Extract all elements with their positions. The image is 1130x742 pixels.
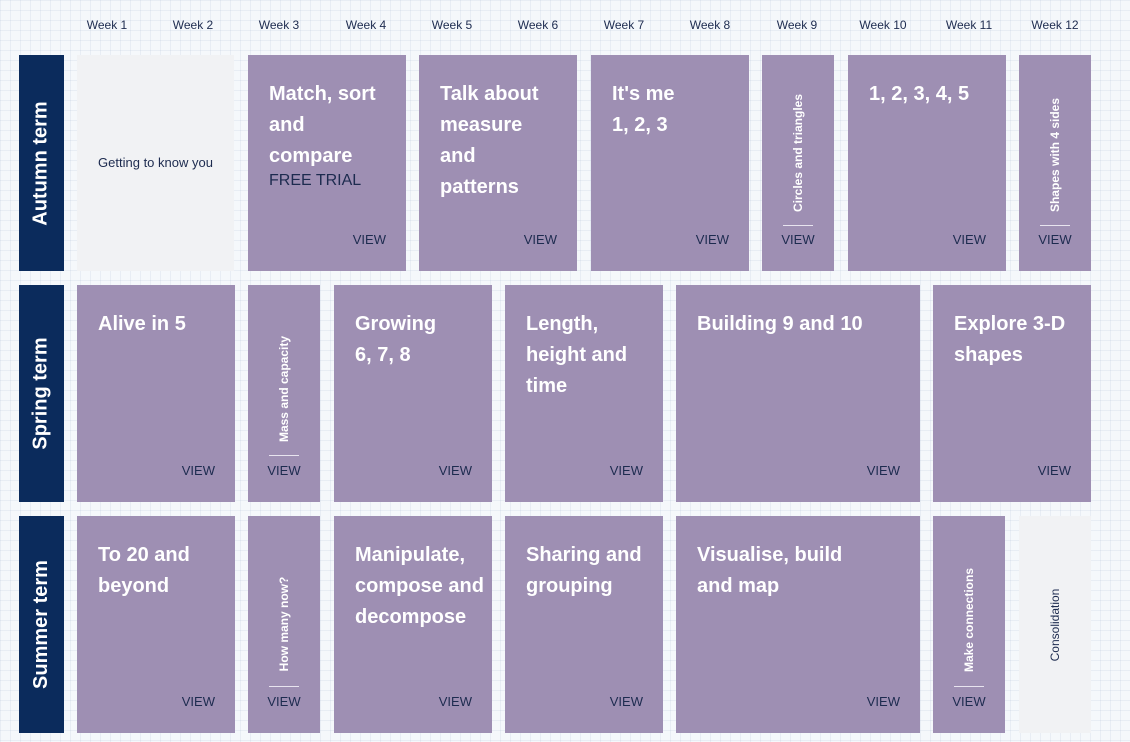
view-link[interactable]: VIEW — [1038, 232, 1072, 247]
view-link[interactable]: VIEW — [781, 232, 815, 247]
view-link[interactable]: VIEW — [609, 463, 643, 478]
week-7-label: Week 7 — [603, 18, 645, 32]
week-3-label: Week 3 — [258, 18, 300, 32]
card-title: Getting to know you — [98, 155, 213, 170]
card-title: Consolidation — [1048, 588, 1062, 661]
card-title: Circles and triangles — [791, 93, 805, 213]
view-link[interactable]: VIEW — [523, 232, 557, 247]
week-10-label: Week 10 — [859, 18, 907, 32]
card-title: Match, sort and compare — [269, 83, 376, 167]
card-title: Building 9 and 10 — [697, 313, 863, 335]
card-explore-3d-shapes[interactable]: Explore 3-D shapes VIEW — [933, 285, 1091, 502]
card-title: Explore 3-D shapes — [954, 313, 1066, 366]
card-title: Mass and capacity — [277, 335, 291, 443]
week-2-label: Week 2 — [172, 18, 214, 32]
divider — [954, 686, 984, 687]
card-its-me[interactable]: It's me 1, 2, 3 VIEW — [591, 55, 749, 271]
card-circles-triangles[interactable]: Circles and triangles VIEW — [762, 55, 834, 271]
week-4-label: Week 4 — [345, 18, 387, 32]
view-link[interactable]: VIEW — [695, 232, 729, 247]
card-length-height-time[interactable]: Length, height and time VIEW — [505, 285, 663, 502]
free-trial-label: FREE TRIAL — [269, 172, 362, 189]
view-link[interactable]: VIEW — [352, 232, 386, 247]
card-title: Growing 6, 7, 8 — [355, 313, 437, 366]
view-link[interactable]: VIEW — [267, 694, 301, 709]
card-talk-about-measure[interactable]: Talk about measure and patterns VIEW — [419, 55, 577, 271]
card-building-9-10[interactable]: Building 9 and 10 VIEW — [676, 285, 920, 502]
card-shapes-4-sides[interactable]: Shapes with 4 sides VIEW — [1019, 55, 1091, 271]
week-9-label: Week 9 — [776, 18, 818, 32]
card-how-many-now[interactable]: How many now? VIEW — [248, 516, 320, 733]
view-link[interactable]: VIEW — [866, 694, 900, 709]
view-link[interactable]: VIEW — [609, 694, 643, 709]
card-title: 1, 2, 3, 4, 5 — [869, 83, 970, 105]
card-mass-capacity[interactable]: Mass and capacity VIEW — [248, 285, 320, 502]
divider — [1040, 225, 1070, 226]
summer-term-text: Summer term — [30, 560, 52, 689]
card-title: Alive in 5 — [98, 313, 186, 335]
card-match-sort-compare[interactable]: Match, sort and compare FREE TRIAL VIEW — [248, 55, 406, 271]
card-title: Length, height and time — [526, 313, 628, 397]
card-visualise-build-map[interactable]: Visualise, build and map VIEW — [676, 516, 920, 733]
view-link[interactable]: VIEW — [438, 694, 472, 709]
view-link[interactable]: VIEW — [438, 463, 472, 478]
card-title: To 20 and beyond — [98, 544, 190, 597]
card-alive-in-5[interactable]: Alive in 5 VIEW — [77, 285, 235, 502]
card-title: Sharing and grouping — [526, 544, 642, 597]
spring-term-text: Spring term — [30, 337, 52, 450]
spring-term-label: Spring term — [19, 285, 64, 502]
card-title: Visualise, build and map — [697, 544, 843, 597]
card-to-20-and-beyond[interactable]: To 20 and beyond VIEW — [77, 516, 235, 733]
divider — [269, 686, 299, 687]
card-manipulate-compose[interactable]: Manipulate, compose and decompose VIEW — [334, 516, 492, 733]
week-1-label: Week 1 — [86, 18, 128, 32]
week-12-label: Week 12 — [1031, 18, 1079, 32]
divider — [783, 225, 813, 226]
card-getting-to-know-you: Getting to know you — [77, 55, 234, 271]
card-growing-6-7-8[interactable]: Growing 6, 7, 8 VIEW — [334, 285, 492, 502]
view-link[interactable]: VIEW — [181, 463, 215, 478]
week-6-label: Week 6 — [517, 18, 559, 32]
week-8-label: Week 8 — [689, 18, 731, 32]
divider — [269, 455, 299, 456]
card-sharing-grouping[interactable]: Sharing and grouping VIEW — [505, 516, 663, 733]
card-title: How many now? — [277, 576, 291, 672]
card-title: Manipulate, compose and decompose — [355, 544, 484, 628]
card-title: Make connections — [962, 567, 976, 673]
card-title: Shapes with 4 sides — [1048, 97, 1062, 213]
week-11-label: Week 11 — [945, 18, 993, 32]
card-title: Talk about measure and patterns — [440, 83, 539, 198]
view-link[interactable]: VIEW — [866, 463, 900, 478]
autumn-term-label: Autumn term — [19, 55, 64, 271]
view-link[interactable]: VIEW — [952, 232, 986, 247]
autumn-term-text: Autumn term — [30, 100, 53, 226]
view-link[interactable]: VIEW — [181, 694, 215, 709]
card-make-connections[interactable]: Make connections VIEW — [933, 516, 1005, 733]
card-1-to-5[interactable]: 1, 2, 3, 4, 5 VIEW — [848, 55, 1006, 271]
summer-term-label: Summer term — [19, 516, 64, 733]
view-link[interactable]: VIEW — [1037, 463, 1071, 478]
card-consolidation: Consolidation — [1019, 516, 1091, 733]
week-5-label: Week 5 — [431, 18, 473, 32]
view-link[interactable]: VIEW — [952, 694, 986, 709]
view-link[interactable]: VIEW — [267, 463, 301, 478]
card-title: It's me 1, 2, 3 — [612, 83, 675, 136]
